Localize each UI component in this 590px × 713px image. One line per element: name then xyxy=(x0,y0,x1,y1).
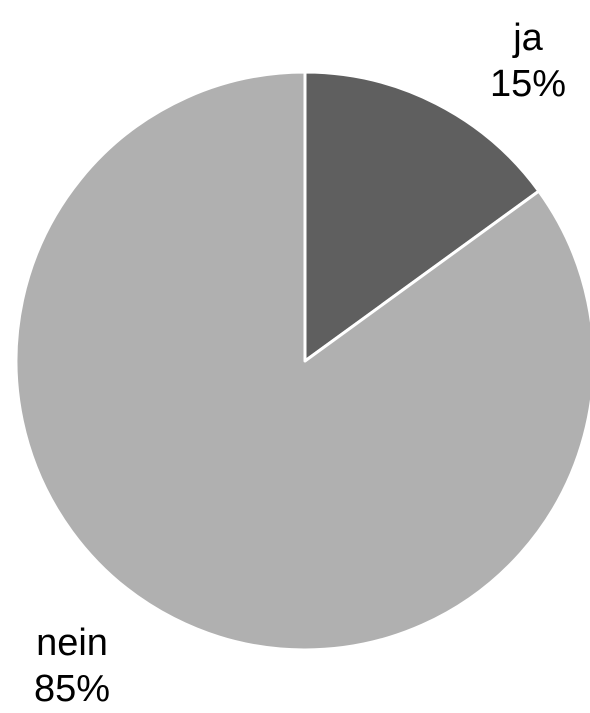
slice-name-label-ja: ja xyxy=(512,17,543,59)
slice-value-label-nein: 85% xyxy=(34,668,110,710)
pie-slice-nein xyxy=(14,70,590,652)
slice-value-label-ja: 15% xyxy=(490,63,566,105)
pie-slice-ja xyxy=(303,70,541,363)
slice-name-label-nein: nein xyxy=(36,622,108,664)
